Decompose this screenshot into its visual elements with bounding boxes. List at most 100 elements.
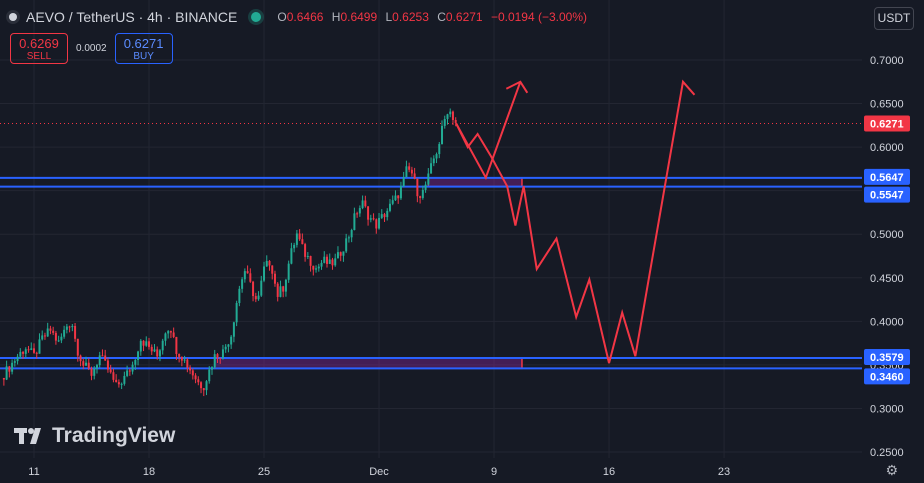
candle-body bbox=[90, 368, 93, 376]
candle-body bbox=[213, 354, 216, 368]
candle-body bbox=[131, 364, 134, 372]
candle-body bbox=[24, 349, 27, 354]
candle-body bbox=[380, 214, 383, 218]
candle-body bbox=[271, 265, 274, 274]
candle-body bbox=[227, 344, 230, 347]
level-tag bbox=[864, 349, 910, 366]
candle-body bbox=[74, 326, 77, 339]
time-tick-label: 23 bbox=[718, 466, 730, 478]
candle-body bbox=[364, 200, 367, 207]
candle-body bbox=[54, 332, 57, 341]
level-tag bbox=[864, 186, 910, 203]
time-axis[interactable]: 11 18 25 Dec 9 16 23 bbox=[28, 466, 730, 478]
candle-body bbox=[126, 370, 129, 376]
horizontal-levels[interactable] bbox=[0, 176, 862, 370]
candle-body bbox=[82, 361, 85, 366]
candle-body bbox=[252, 281, 255, 297]
sell-label: SELL bbox=[26, 51, 52, 62]
candle-body bbox=[331, 259, 334, 266]
currency-select[interactable]: USDT bbox=[874, 7, 914, 30]
candle-body bbox=[183, 359, 186, 361]
ohlc-readout: O0.6466 H0.6499 L0.6253 C0.6271 −0.0194 … bbox=[277, 10, 592, 24]
candle-body bbox=[309, 255, 312, 266]
candle-body bbox=[301, 239, 304, 245]
trade-panel: 0.6269 SELL 0.0002 0.6271 BUY bbox=[10, 33, 173, 64]
candle-body bbox=[11, 362, 14, 372]
candle-body bbox=[446, 114, 449, 120]
candle-body bbox=[148, 341, 151, 347]
candle-body bbox=[295, 233, 298, 245]
candle-body bbox=[210, 367, 213, 370]
candle-body bbox=[101, 355, 104, 357]
open-key: O bbox=[277, 10, 287, 24]
candle-body bbox=[2, 377, 5, 380]
candle-body bbox=[167, 331, 170, 334]
spread-value: 0.0002 bbox=[76, 43, 107, 54]
candle-body bbox=[416, 178, 419, 197]
time-tick-label: 9 bbox=[491, 466, 497, 478]
candle-body bbox=[279, 286, 282, 297]
candle-body bbox=[219, 358, 222, 360]
price-tick-label: 0.5000 bbox=[870, 229, 904, 241]
level-tag-label: 0.3579 bbox=[870, 352, 904, 364]
price-tick-label: 0.3000 bbox=[870, 403, 904, 415]
candle-body bbox=[273, 273, 276, 284]
demand-zone bbox=[213, 357, 523, 370]
candle-body bbox=[137, 351, 140, 360]
candle-body bbox=[5, 366, 8, 380]
candle-body bbox=[16, 356, 19, 362]
candle-body bbox=[378, 217, 381, 229]
candle-body bbox=[287, 263, 290, 280]
candle-body bbox=[421, 189, 424, 198]
candle-body bbox=[441, 125, 444, 145]
candle-body bbox=[235, 303, 238, 323]
candle-body bbox=[189, 367, 192, 371]
candle-body bbox=[145, 341, 148, 346]
candle-body bbox=[315, 268, 318, 270]
gear-icon[interactable]: ⚙ bbox=[885, 462, 898, 478]
buy-button[interactable]: 0.6271 BUY bbox=[114, 33, 173, 64]
candle-body bbox=[191, 370, 194, 376]
candle-body bbox=[98, 355, 101, 366]
candle-body bbox=[52, 330, 55, 333]
candle-body bbox=[46, 328, 49, 337]
candle-body bbox=[282, 286, 285, 292]
candle-body bbox=[413, 173, 416, 179]
candle-body bbox=[345, 238, 348, 252]
candle-body bbox=[263, 266, 266, 281]
candle-body bbox=[336, 252, 339, 259]
candle-body bbox=[432, 158, 435, 164]
last-price-label: 0.6271 bbox=[870, 119, 904, 131]
candle-body bbox=[347, 237, 350, 239]
candle-body bbox=[150, 346, 153, 352]
candle-body bbox=[334, 258, 337, 266]
candle-body bbox=[41, 335, 44, 340]
candle-body bbox=[205, 381, 208, 391]
candle-body bbox=[208, 369, 211, 382]
projection-paths[interactable] bbox=[455, 79, 696, 364]
candle-body bbox=[57, 340, 60, 342]
low-key: L bbox=[385, 10, 393, 24]
price-tick-label: 0.4500 bbox=[870, 273, 904, 285]
sell-button[interactable]: 0.6269 SELL bbox=[10, 33, 68, 64]
candle-body bbox=[224, 346, 227, 350]
candle-body bbox=[13, 361, 16, 363]
candle-body bbox=[60, 336, 63, 341]
candle-body bbox=[435, 154, 438, 159]
candle-body bbox=[194, 375, 197, 380]
candle-body bbox=[293, 244, 296, 249]
level-tag-label: 0.5647 bbox=[870, 172, 904, 184]
symbol-title[interactable]: AEVO / TetherUS · 4h · BINANCE bbox=[26, 9, 238, 25]
candle-body bbox=[232, 322, 235, 337]
candle-body bbox=[115, 379, 118, 383]
candle-body bbox=[361, 200, 364, 209]
candle-body bbox=[265, 260, 268, 267]
candle-body bbox=[326, 256, 329, 264]
candle-body bbox=[112, 372, 115, 380]
candle-body bbox=[95, 365, 98, 369]
candle-body bbox=[197, 379, 200, 383]
candle-body bbox=[394, 195, 397, 201]
last-price-tag bbox=[864, 115, 910, 132]
price-tick-label: 0.7000 bbox=[870, 55, 904, 67]
